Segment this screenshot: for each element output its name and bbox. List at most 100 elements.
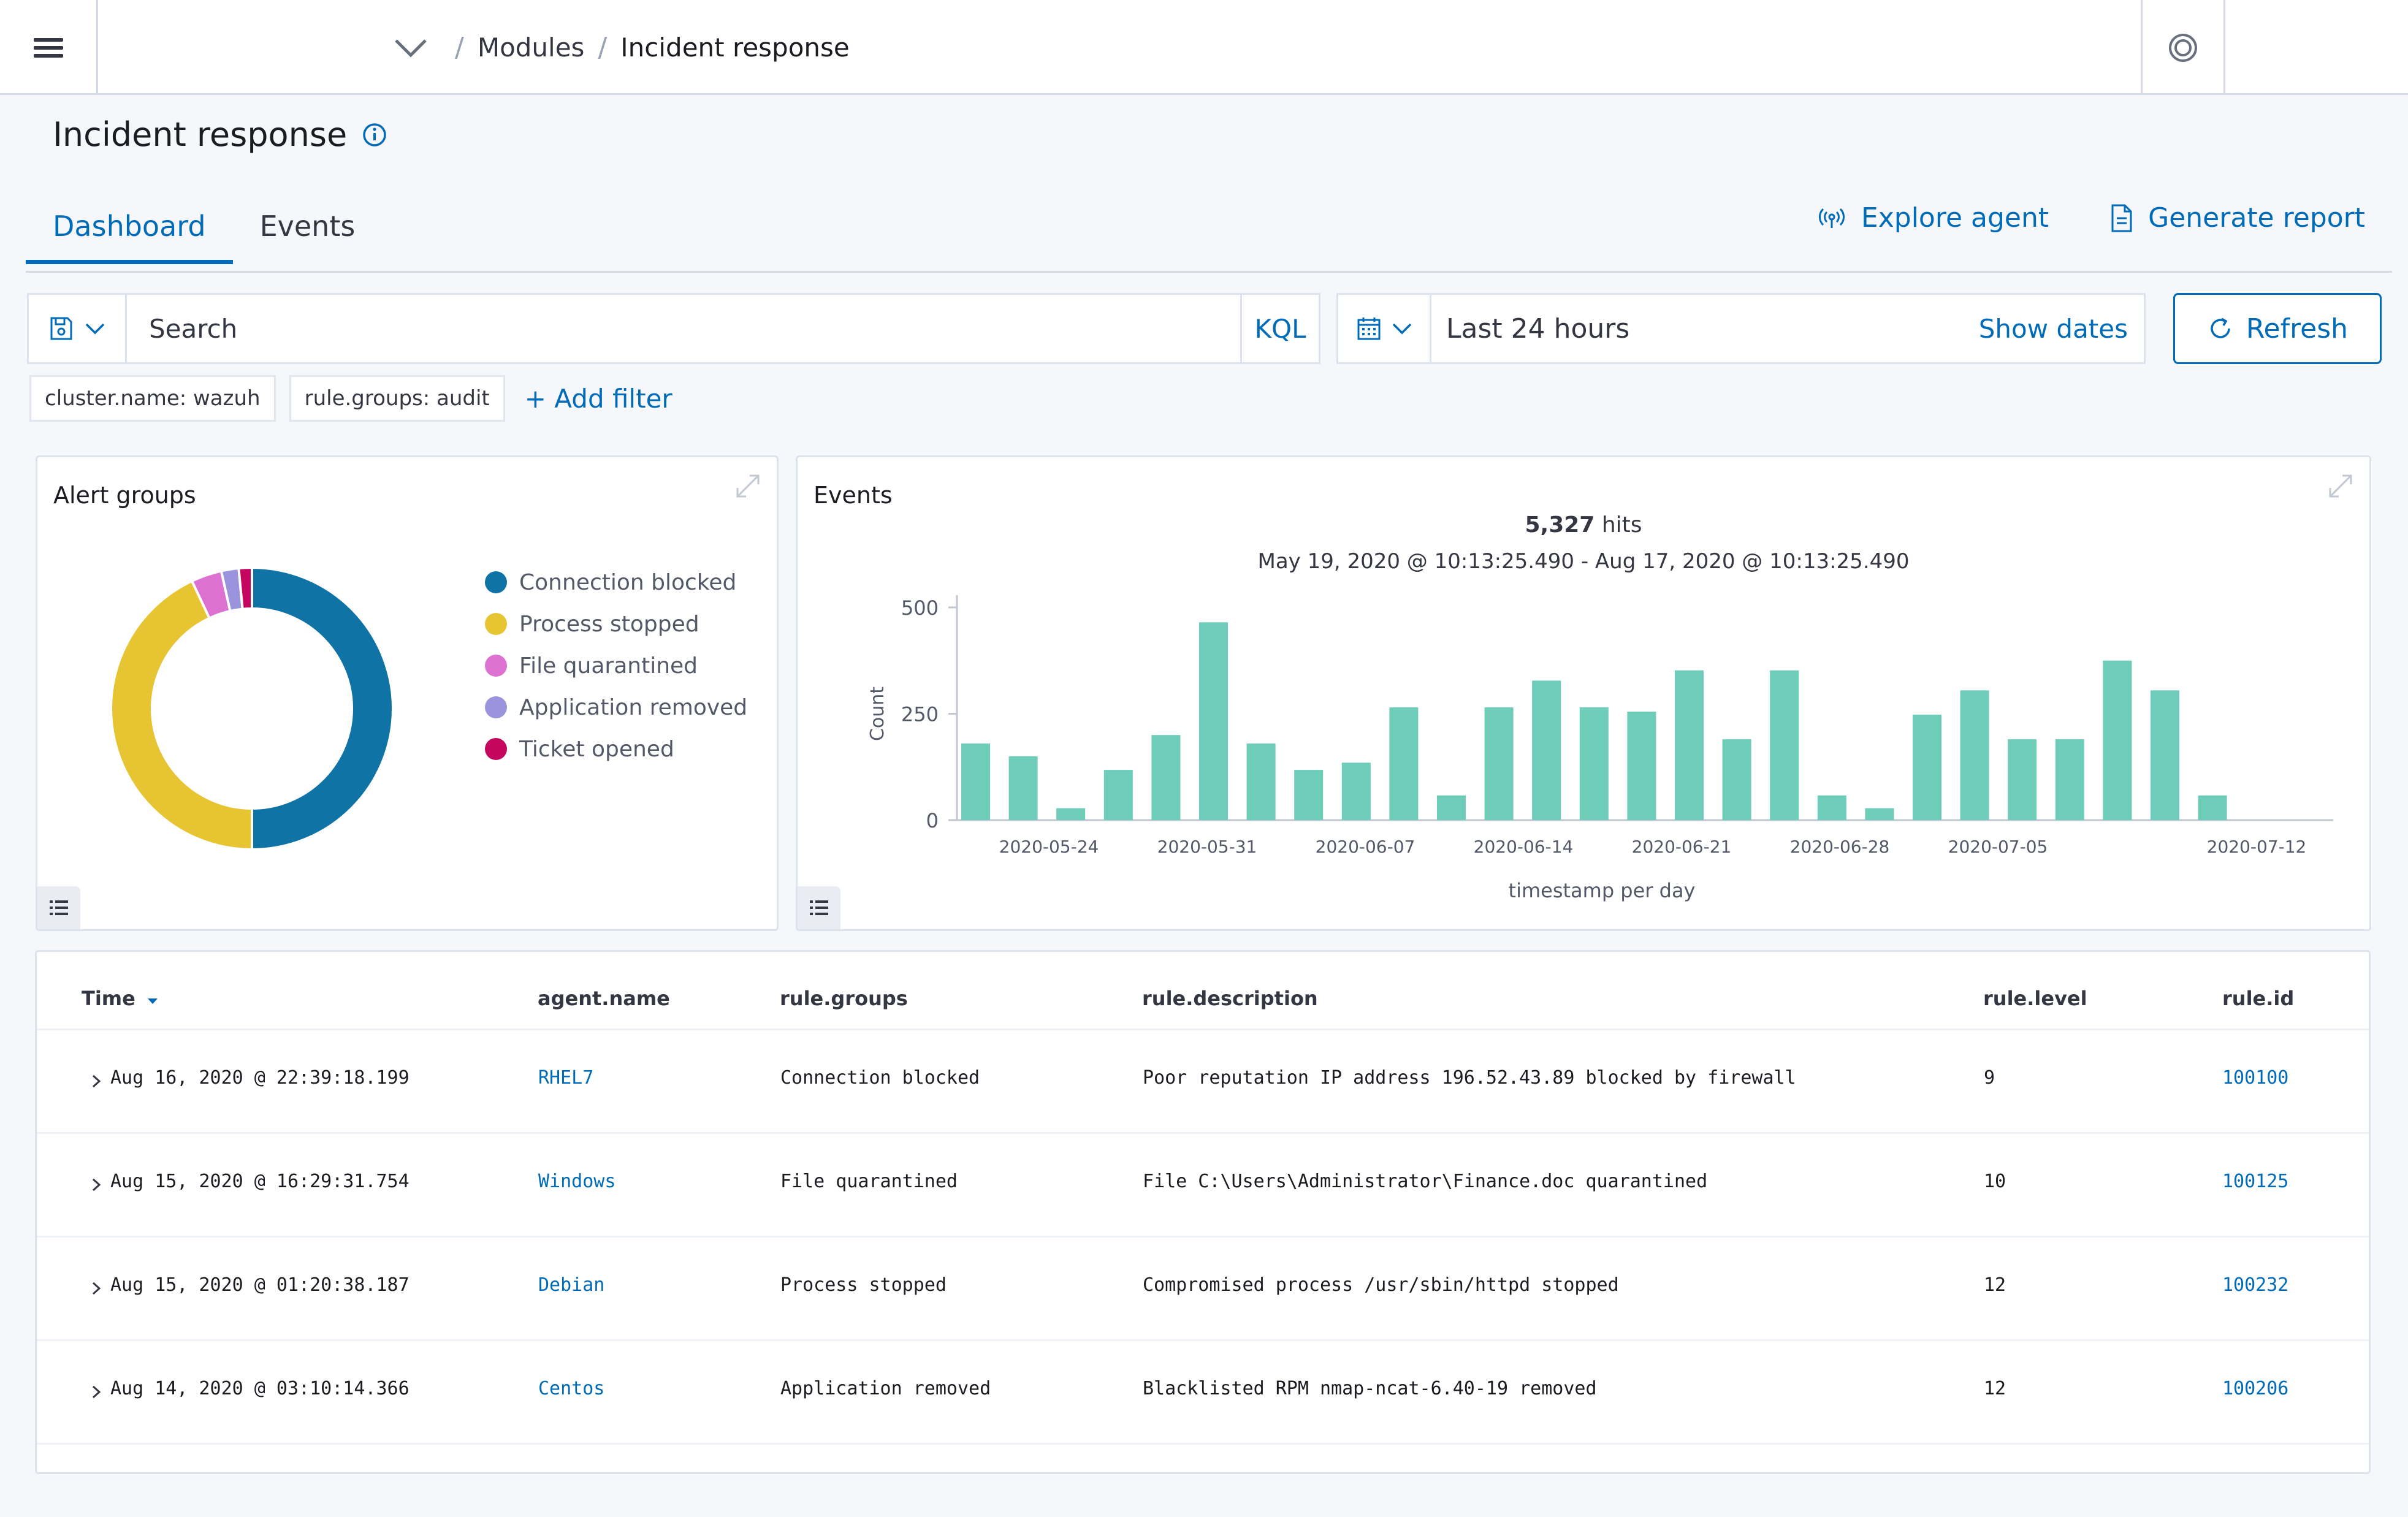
breadcrumb-modules[interactable]: Modules [477, 32, 585, 63]
tab-events[interactable]: Events [259, 210, 356, 243]
histogram-bar[interactable] [1008, 756, 1038, 820]
cell-description: File C:\Users\Administrator\Finance.doc … [1143, 1171, 1708, 1192]
chevron-down-icon[interactable] [392, 29, 429, 66]
refresh-icon [2211, 317, 2230, 338]
menu-button[interactable] [0, 0, 98, 95]
show-dates-button[interactable]: Show dates [1978, 313, 2128, 344]
histogram-bar[interactable] [1484, 707, 1514, 820]
chevron-right-icon[interactable] [91, 1384, 102, 1400]
table-row[interactable]: Aug 15, 2020 @ 16:29:31.754 Windows File… [37, 1132, 2369, 1236]
add-filter-button[interactable]: + Add filter [524, 383, 672, 414]
breadcrumb-separator: / [455, 32, 464, 63]
refresh-button[interactable]: Refresh [2173, 293, 2382, 364]
histogram-bar[interactable] [1817, 795, 1846, 820]
histogram-bar[interactable] [1865, 808, 1894, 820]
table-row[interactable]: Aug 14, 2020 @ 03:10:14.366 Centos Appli… [37, 1339, 2369, 1443]
page-title: Incident response [53, 115, 348, 154]
cell-agent[interactable]: Debian [538, 1274, 605, 1296]
search-input[interactable] [127, 295, 1240, 362]
histogram-bar[interactable] [961, 743, 990, 820]
column-header-description[interactable]: rule.description [1142, 987, 1318, 1010]
histogram-bar[interactable] [1913, 714, 1941, 820]
histogram-bar[interactable] [1532, 680, 1561, 820]
histogram-bar[interactable] [1389, 707, 1419, 820]
x-tick-label: 2020-07-12 [2207, 837, 2307, 857]
legend-item[interactable]: Application removed [485, 686, 747, 728]
histogram-bar[interactable] [1246, 743, 1276, 820]
date-picker: Last 24 hours Show dates [1336, 293, 2146, 364]
filter-pill-rule-groups[interactable]: rule.groups: audit [289, 375, 505, 422]
cell-rule-id[interactable]: 100125 [2222, 1171, 2289, 1192]
legend-item[interactable]: File quarantined [485, 645, 747, 686]
cell-agent[interactable]: RHEL7 [538, 1067, 594, 1089]
toggle-legend-button[interactable] [798, 886, 840, 929]
histogram-bar[interactable] [1103, 770, 1133, 820]
expand-icon[interactable] [734, 472, 762, 500]
help-icon [2169, 33, 2197, 62]
histogram-bar[interactable] [1770, 670, 1799, 820]
filter-pill-cluster[interactable]: cluster.name: wazuh [29, 375, 276, 422]
histogram-bar[interactable] [2055, 739, 2084, 820]
column-header-level[interactable]: rule.level [1983, 987, 2087, 1010]
histogram-bar[interactable] [1294, 770, 1324, 820]
help-button[interactable] [2141, 0, 2225, 95]
legend-item[interactable]: Ticket opened [485, 728, 747, 770]
chevron-down-icon [1392, 323, 1411, 335]
x-tick-label: 2020-06-21 [1632, 837, 1732, 857]
histogram-bar[interactable] [1199, 622, 1228, 820]
histogram-bar[interactable] [1437, 795, 1466, 820]
expand-icon[interactable] [2326, 472, 2355, 500]
histogram-bar[interactable] [1960, 690, 1989, 820]
table-row[interactable]: Aug 15, 2020 @ 01:20:38.187 Debian Proce… [37, 1236, 2369, 1339]
explore-agent-button[interactable]: Explore agent [1817, 202, 2049, 234]
info-icon[interactable] [362, 122, 387, 148]
cell-agent[interactable]: Windows [538, 1171, 616, 1192]
chevron-right-icon[interactable] [91, 1280, 102, 1296]
toggle-legend-button[interactable] [37, 886, 80, 929]
donut-slice-4[interactable] [237, 566, 253, 610]
histogram-bar[interactable] [1675, 670, 1704, 820]
x-tick-label: 2020-06-28 [1790, 837, 1890, 857]
cell-agent[interactable]: Centos [538, 1378, 605, 1399]
chevron-right-icon[interactable] [91, 1073, 102, 1089]
cell-rule-id[interactable]: 100232 [2222, 1274, 2289, 1296]
histogram-bar[interactable] [1151, 735, 1181, 820]
column-header-agent[interactable]: agent.name [538, 987, 670, 1010]
saved-queries-button[interactable] [29, 295, 127, 362]
cell-rule-id[interactable]: 100100 [2222, 1067, 2289, 1089]
legend-item[interactable]: Connection blocked [485, 561, 747, 603]
column-header-groups[interactable]: rule.groups [780, 987, 908, 1010]
donut-slice-0[interactable] [251, 566, 394, 851]
alert-groups-donut [110, 566, 394, 851]
donut-slice-1[interactable] [110, 579, 253, 851]
x-tick-label: 2020-07-05 [1948, 837, 2048, 857]
cell-rule-id[interactable]: 100206 [2222, 1378, 2289, 1399]
kql-toggle-button[interactable]: KQL [1240, 295, 1319, 362]
histogram-bar[interactable] [1579, 707, 1609, 820]
histogram-bar[interactable] [2008, 739, 2037, 820]
column-header-id[interactable]: rule.id [2222, 987, 2295, 1010]
date-range-label[interactable]: Last 24 hours [1446, 313, 1630, 344]
chevron-down-icon [85, 323, 104, 335]
legend-label: File quarantined [519, 653, 698, 679]
generate-report-button[interactable]: Generate report [2110, 202, 2365, 234]
histogram-bar[interactable] [1627, 712, 1656, 820]
x-tick-label: 2020-06-07 [1316, 837, 1415, 857]
histogram-bar[interactable] [1056, 808, 1086, 820]
hamburger-icon [33, 34, 63, 62]
legend-item[interactable]: Process stopped [485, 603, 747, 645]
quick-date-button[interactable] [1338, 295, 1431, 362]
chevron-right-icon[interactable] [91, 1177, 102, 1193]
page-header: Incident response [53, 115, 387, 154]
histogram-bar[interactable] [1341, 762, 1371, 820]
histogram-bar[interactable] [2151, 690, 2179, 820]
legend-label: Ticket opened [519, 736, 674, 762]
table-row[interactable]: Aug 16, 2020 @ 22:39:18.199 RHEL7 Connec… [37, 1028, 2369, 1132]
histogram-bar[interactable] [2198, 795, 2227, 820]
column-header-time[interactable]: Time [82, 987, 159, 1010]
histogram-bar[interactable] [1722, 739, 1751, 820]
histogram-bar[interactable] [2103, 660, 2132, 820]
x-axis-title: timestamp per day [1509, 879, 1696, 902]
events-panel: Events 5,327 hits May 19, 2020 @ 10:13:2… [796, 455, 2371, 931]
tab-dashboard[interactable]: Dashboard [26, 196, 233, 264]
